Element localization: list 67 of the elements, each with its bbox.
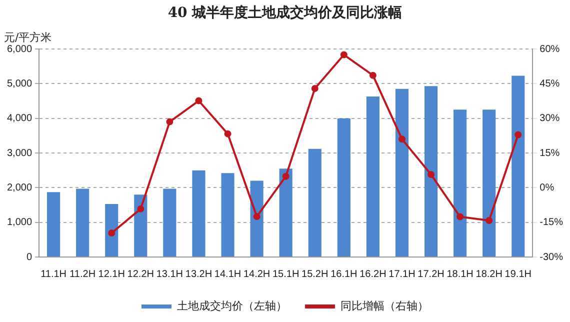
- y-tick-label: 4,000: [6, 113, 32, 124]
- y2-tick-label: 0%: [540, 182, 554, 194]
- bar: [47, 192, 60, 256]
- bar: [337, 118, 350, 256]
- point: [166, 118, 174, 126]
- point: [340, 51, 348, 58]
- x-tick-label: 13.1H: [156, 268, 184, 280]
- bar: [76, 188, 90, 256]
- y2-tick-label: 45%: [540, 78, 560, 90]
- point: [253, 213, 260, 220]
- y2-tick-label: 15%: [540, 148, 560, 159]
- point: [428, 170, 435, 178]
- x-tick-label: 11.2H: [70, 268, 96, 280]
- x-tick-label: 12.1H: [98, 268, 125, 280]
- point: [398, 136, 406, 143]
- bar: [134, 194, 148, 256]
- point: [108, 229, 116, 236]
- y-tick-label: 5,000: [6, 78, 32, 90]
- y2-tick-label: 60%: [540, 44, 560, 55]
- x-tick-label: 17.2H: [418, 268, 444, 280]
- point: [224, 130, 232, 138]
- x-tick-label: 17.1H: [388, 268, 416, 280]
- bar: [308, 148, 322, 256]
- bar: [279, 168, 292, 256]
- y-tick-label: 6,000: [6, 44, 32, 55]
- bar: [424, 86, 438, 256]
- y-axis-title: 元/平方米: [4, 30, 52, 45]
- x-tick-label: 18.2H: [476, 268, 502, 280]
- y-tick-label: 3,000: [6, 148, 32, 159]
- x-tick-label: 16.2H: [360, 268, 386, 280]
- chart-title: 40 城半年度土地成交均价及同比涨幅: [166, 4, 404, 22]
- point: [311, 85, 318, 92]
- bar: [221, 173, 234, 256]
- point: [282, 172, 290, 180]
- y-tick-label: 2,000: [6, 182, 32, 194]
- x-tick-label: 13.2H: [185, 268, 212, 280]
- bar: [192, 170, 206, 256]
- y2-tick-label: -30%: [540, 252, 564, 263]
- bar: [250, 180, 264, 256]
- bar: [105, 204, 118, 256]
- bar: [395, 88, 409, 256]
- x-tick-label: 11.1H: [40, 268, 67, 280]
- point: [137, 205, 144, 212]
- x-tick-label: 18.1H: [446, 268, 474, 280]
- point: [456, 213, 464, 220]
- x-tick-label: 19.1H: [504, 268, 532, 280]
- bar: [366, 96, 380, 256]
- point: [195, 97, 202, 104]
- x-tick-label: 16.1H: [330, 268, 358, 280]
- x-tick-label: 15.2H: [302, 268, 328, 280]
- point: [369, 72, 376, 79]
- y-tick-label: 1,000: [6, 217, 32, 228]
- x-tick-label: 14.2H: [243, 268, 270, 280]
- legend-label: 土地成交均价（左轴）: [177, 300, 287, 313]
- bar: [163, 188, 176, 256]
- x-tick-label: 15.1H: [272, 268, 300, 280]
- point: [486, 216, 493, 224]
- y2-tick-label: -15%: [540, 217, 564, 228]
- y-tick-label: 0: [26, 252, 32, 263]
- x-tick-label: 12.2H: [127, 268, 154, 280]
- bar: [482, 110, 496, 256]
- x-tick-label: 14.1H: [214, 268, 242, 280]
- bar: [512, 76, 525, 256]
- bar: [454, 110, 467, 256]
- legend-label: 同比增幅（右轴）: [340, 300, 428, 313]
- point: [514, 131, 522, 138]
- y2-tick-label: 30%: [540, 113, 560, 124]
